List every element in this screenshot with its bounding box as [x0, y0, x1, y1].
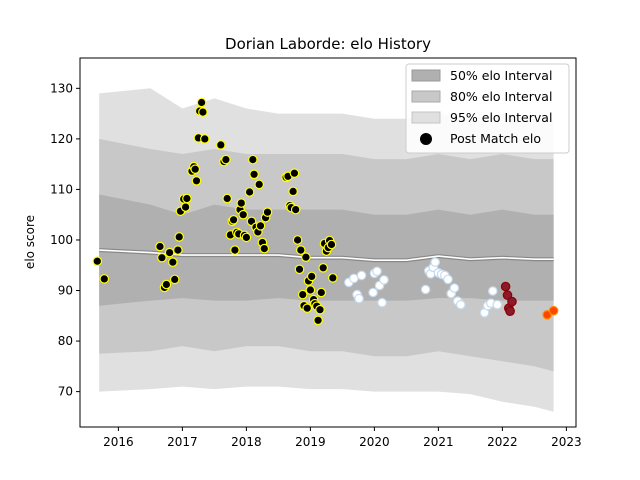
data-point [327, 273, 338, 283]
legend-marker-post-match [420, 133, 432, 145]
y-tick-label: 110 [50, 182, 73, 196]
legend-swatch-50 [411, 69, 441, 82]
data-point [230, 245, 240, 255]
x-tick-label: 2022 [487, 435, 518, 449]
data-point [196, 97, 207, 108]
data-point [420, 284, 431, 295]
data-point [290, 204, 301, 215]
data-point [430, 257, 440, 267]
data-point [315, 304, 325, 315]
data-point [164, 247, 175, 258]
data-point [174, 232, 184, 242]
chart-title: Dorian Laborde: elo History [225, 35, 431, 53]
data-point [238, 209, 248, 220]
data-point [228, 215, 239, 225]
x-tick-label: 2018 [231, 435, 262, 449]
y-tick-label: 80 [58, 334, 73, 348]
data-point [502, 290, 513, 300]
data-point [354, 293, 364, 304]
data-point [297, 289, 308, 300]
legend-swatch-95 [411, 111, 441, 124]
data-point [200, 134, 210, 144]
median-line [99, 249, 554, 261]
data-point [161, 279, 172, 290]
axes-frame [79, 57, 577, 428]
data-point [295, 245, 306, 255]
data-point [216, 140, 226, 150]
data-point [168, 257, 178, 267]
data-point [249, 169, 259, 180]
x-tick-label: 2016 [103, 435, 134, 449]
data-point [487, 286, 498, 296]
x-tick-label: 2021 [423, 435, 454, 449]
data-point [99, 274, 110, 284]
data-point [198, 107, 208, 117]
x-tick-label: 2019 [295, 435, 326, 449]
data-point [305, 285, 316, 295]
data-point [259, 243, 270, 254]
y-tick-label: 90 [58, 284, 73, 298]
data-point [379, 275, 389, 285]
x-tick-label: 2020 [359, 435, 390, 449]
data-point [301, 252, 311, 263]
data-point [292, 235, 303, 245]
plot-area [92, 88, 559, 412]
data-point [492, 299, 503, 310]
data-point [449, 283, 460, 293]
legend-label-95: 95% elo Interval [450, 110, 552, 125]
data-point [326, 239, 337, 250]
data-point [190, 164, 200, 174]
legend-swatch-80 [411, 90, 441, 103]
data-point [173, 245, 183, 255]
data-point [443, 274, 453, 285]
data-point [372, 266, 382, 277]
data-point [182, 193, 192, 204]
data-point [222, 193, 232, 204]
data-point [294, 264, 305, 275]
data-point [241, 232, 252, 243]
data-point [318, 262, 328, 273]
data-point [169, 274, 180, 285]
data-point [255, 221, 266, 231]
data-point [248, 154, 258, 165]
legend-label-post-match: Post Match elo [450, 131, 541, 146]
y-tick-label: 120 [50, 132, 73, 146]
data-point [236, 198, 247, 208]
y-tick-label: 130 [50, 81, 73, 95]
y-axis-label: elo score [23, 215, 37, 269]
data-point [505, 306, 515, 316]
data-point [356, 270, 367, 281]
x-tick-label: 2023 [551, 435, 582, 449]
data-point [548, 305, 559, 316]
data-point [254, 179, 265, 190]
data-point [500, 281, 511, 292]
data-point [316, 287, 327, 298]
data-point [302, 303, 312, 313]
data-point [244, 187, 255, 197]
data-point [313, 315, 323, 326]
data-point [455, 299, 466, 310]
legend: 50% elo Interval 80% elo Interval 95% el… [405, 63, 570, 154]
y-tick-label: 100 [50, 233, 73, 247]
legend-box [405, 63, 570, 154]
x-tick-label: 2017 [167, 435, 198, 449]
legend-label-80: 80% elo Interval [450, 89, 552, 104]
y-tick-label: 70 [58, 385, 73, 399]
data-point [180, 202, 191, 212]
data-point [191, 176, 202, 186]
data-point [155, 241, 165, 252]
data-point [377, 297, 387, 308]
data-point [221, 154, 231, 165]
data-point [289, 168, 300, 178]
legend-label-50: 50% elo Interval [450, 68, 552, 83]
axis-ticks: 2016 2017 2018 2019 2020 2021 2022 2023 70 80 90 10… [50, 81, 582, 449]
data-point [306, 271, 317, 282]
data-point [92, 256, 103, 266]
data-point [507, 296, 517, 307]
data-point [262, 207, 273, 217]
data-point [157, 252, 167, 263]
data-point [368, 287, 378, 298]
data-point [288, 186, 298, 197]
